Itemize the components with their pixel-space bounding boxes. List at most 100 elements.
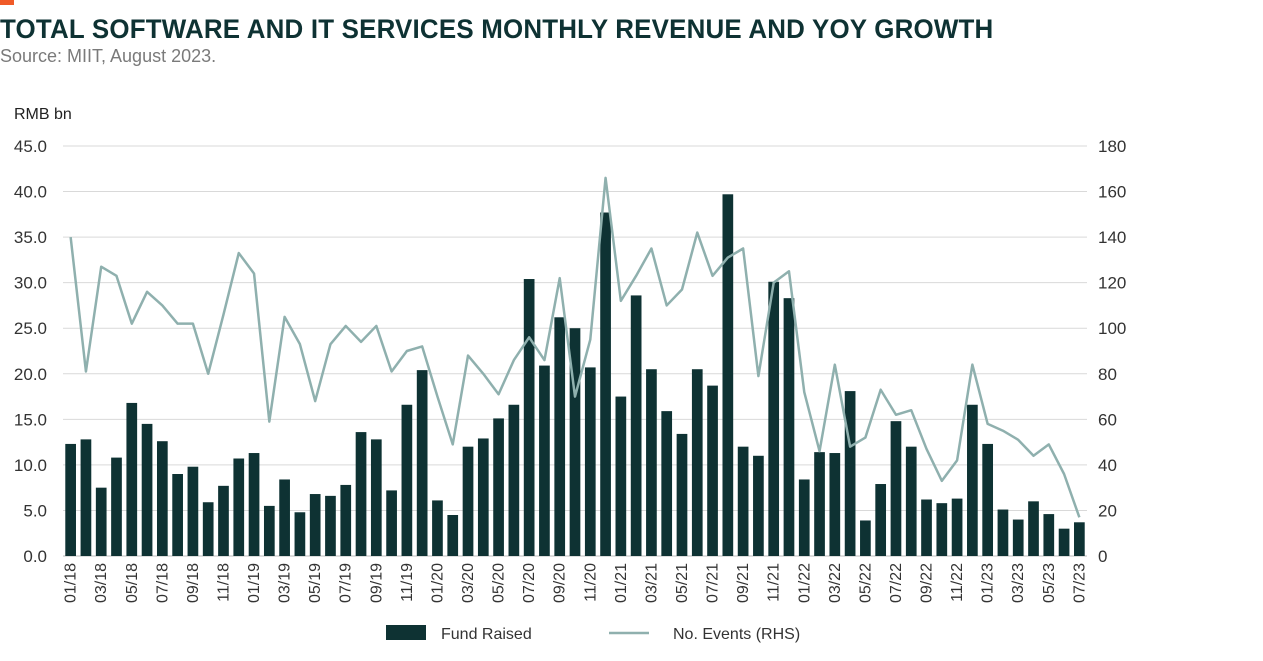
- y-tick-label: 0.0: [23, 547, 47, 566]
- bar-03/18: [95, 487, 107, 556]
- left-axis-ticks: 0.0 5.0 10.0 15.0 20.0 25.0 30.0 35.0 40.0 45.0: [14, 137, 47, 566]
- bar-04/18: [111, 457, 122, 556]
- bar-04/21: [661, 411, 673, 556]
- bar-09/20: [554, 317, 566, 556]
- x-tick-label: 05/19: [307, 563, 324, 603]
- y2-tick-label: 20: [1098, 501, 1117, 520]
- y2-tick-label: 140: [1098, 228, 1126, 247]
- events-line: [69, 176, 1081, 518]
- y-tick-label: 15.0: [14, 410, 47, 429]
- bar-08/19: [355, 432, 367, 556]
- x-tick-label: 07/18: [154, 563, 171, 603]
- bar-02/20: [447, 515, 459, 556]
- bar-10/18: [202, 502, 214, 556]
- bar-03/23: [1012, 519, 1024, 556]
- bar-02/19: [263, 505, 275, 556]
- x-tick-label: 09/21: [735, 563, 752, 603]
- bar-06/19: [325, 495, 336, 556]
- bar-11/22: [951, 498, 963, 556]
- bar-12/22: [967, 404, 978, 556]
- y-tick-label: 20.0: [14, 365, 47, 384]
- bar-07/23: [1074, 522, 1085, 556]
- bar-02/23: [997, 509, 1009, 556]
- bar-10/22: [936, 503, 948, 556]
- bar-04/20: [477, 438, 489, 556]
- x-axis-ticks: 01/18 03/18 05/18 07/18 09/18 11/18 01/19 03/19…: [63, 563, 1089, 603]
- chart-title: TOTAL SOFTWARE AND IT SERVICES MONTHLY R…: [0, 14, 994, 44]
- bar-10/20: [569, 328, 581, 556]
- y2-tick-label: 160: [1098, 183, 1126, 202]
- x-tick-label: 11/18: [215, 563, 232, 602]
- x-tick-label: 11/19: [399, 563, 416, 602]
- bar-09/19: [370, 439, 382, 556]
- bar-02/18: [80, 439, 92, 556]
- bar-series: [65, 194, 1085, 557]
- y-tick-label: 5.0: [23, 501, 47, 520]
- bar-12/21: [783, 298, 795, 556]
- bar-04/23: [1028, 501, 1039, 556]
- bar-12/20: [600, 212, 611, 556]
- x-tick-label: 07/23: [1071, 563, 1088, 603]
- y-tick-label: 45.0: [14, 137, 47, 156]
- bar-08/21: [722, 194, 734, 557]
- bar-10/19: [386, 490, 397, 556]
- bar-01/22: [798, 479, 810, 556]
- bar-07/21: [707, 385, 718, 556]
- y-tick-label: 25.0: [14, 319, 47, 338]
- x-tick-label: 03/20: [460, 563, 477, 603]
- y2-tick-label: 100: [1098, 319, 1126, 338]
- y2-tick-label: 40: [1098, 456, 1117, 475]
- legend-swatch-fund-raised: [386, 625, 426, 640]
- bar-08/20: [539, 365, 550, 556]
- bar-02/22: [814, 452, 825, 556]
- accent-bar: [0, 0, 14, 5]
- bar-09/21: [737, 446, 749, 556]
- x-tick-label: 11/21: [766, 563, 783, 602]
- x-tick-label: 01/18: [63, 563, 80, 603]
- x-tick-label: 07/22: [888, 563, 905, 603]
- legend-label-fund-raised: Fund Raised: [441, 626, 532, 643]
- y-tick-label: 30.0: [14, 274, 47, 293]
- bar-01/21: [615, 396, 627, 556]
- bar-07/19: [340, 484, 352, 556]
- bar-11/18: [218, 485, 229, 556]
- chart-subtitle: Source: MIIT, August 2023.: [0, 46, 217, 66]
- bar-06/20: [508, 404, 520, 556]
- x-tick-label: 05/21: [674, 563, 691, 603]
- x-tick-label: 01/21: [613, 563, 630, 603]
- x-tick-label: 11/20: [582, 563, 599, 602]
- bar-09/22: [921, 499, 932, 556]
- y2-tick-label: 120: [1098, 274, 1126, 293]
- x-tick-label: 01/20: [429, 563, 446, 603]
- x-tick-label: 05/18: [124, 563, 141, 603]
- x-tick-label: 03/18: [93, 563, 110, 603]
- bar-05/21: [676, 433, 688, 556]
- bar-07/20: [523, 279, 535, 556]
- x-tick-label: 05/23: [1041, 563, 1058, 603]
- bar-06/21: [691, 369, 703, 556]
- bar-03/21: [646, 369, 657, 556]
- bar-11/20: [584, 367, 596, 556]
- legend: Fund Raised No. Events (RHS): [386, 625, 800, 643]
- x-tick-label: 09/22: [919, 563, 936, 603]
- x-tick-label: 07/20: [521, 563, 538, 603]
- y2-tick-label: 180: [1098, 137, 1126, 156]
- x-tick-label: 11/22: [949, 563, 966, 602]
- bar-05/20: [493, 418, 504, 556]
- x-tick-label: 03/19: [277, 563, 294, 603]
- legend-label-events: No. Events (RHS): [673, 626, 800, 643]
- bar-08/18: [172, 474, 183, 556]
- y-tick-label: 40.0: [14, 183, 47, 202]
- bar-03/22: [829, 453, 841, 556]
- x-tick-label: 05/22: [857, 563, 874, 603]
- y2-tick-label: 0: [1098, 547, 1107, 566]
- bar-12/18: [233, 458, 245, 556]
- bar-03/20: [462, 446, 474, 556]
- bar-01/23: [982, 443, 994, 556]
- bar-05/19: [309, 494, 321, 556]
- x-tick-label: 03/23: [1010, 563, 1027, 603]
- bar-01/20: [432, 500, 443, 556]
- bar-04/19: [294, 512, 306, 556]
- x-tick-label: 09/18: [185, 563, 202, 603]
